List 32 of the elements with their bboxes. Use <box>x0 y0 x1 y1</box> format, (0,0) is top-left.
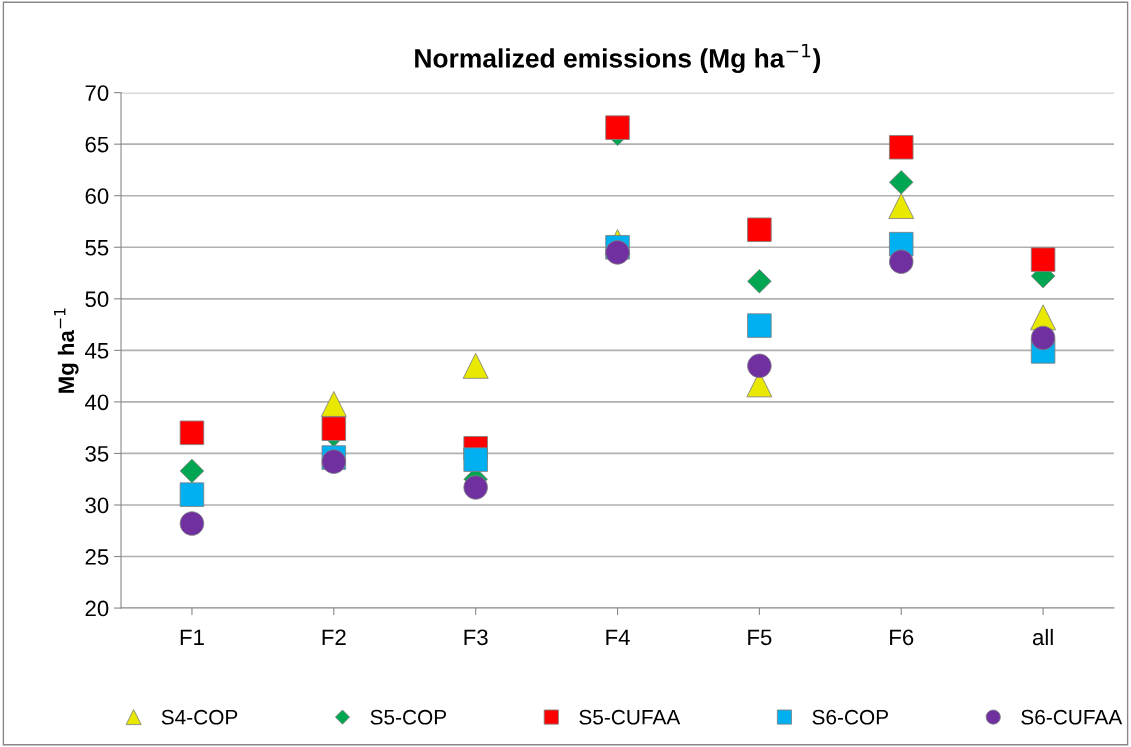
y-tick-label: 70 <box>85 85 109 101</box>
y-tick-label: 20 <box>85 600 109 617</box>
point <box>889 170 914 195</box>
legend-label: S5-CUFAA <box>579 709 681 725</box>
y-tick-label: 35 <box>85 445 109 462</box>
legend-label: S5-COP <box>370 709 447 725</box>
legend-label: S4-COP <box>161 709 238 725</box>
point <box>179 511 205 536</box>
x-tick-label: F1 <box>180 629 204 645</box>
x-tick-label: all <box>1032 628 1053 646</box>
y-tick-label: 25 <box>85 549 109 565</box>
y-tick-label: 45 <box>85 343 109 359</box>
y-tick-label: 55 <box>85 240 109 256</box>
point <box>747 269 772 294</box>
point <box>1030 247 1056 272</box>
y-tick-label: 40 <box>85 394 109 411</box>
y-tick-label: 50 <box>85 291 109 308</box>
x-tick-label: F6 <box>890 629 914 646</box>
x-tick-label: F4 <box>606 629 630 645</box>
x-tick-label: F5 <box>748 629 772 646</box>
x-tick-label: F3 <box>464 629 488 646</box>
y-tick-label: 60 <box>85 188 109 204</box>
legend-label: S6-COP <box>812 709 888 725</box>
legend-label: S6-CUFAA <box>1021 709 1123 725</box>
y-axis-title: Mg ha$^{−1}$ <box>54 308 79 393</box>
point <box>321 416 347 441</box>
point <box>747 217 772 242</box>
y-tick-label: 65 <box>85 136 109 153</box>
point <box>1030 325 1056 351</box>
x-tick-label: F2 <box>322 629 346 645</box>
chart-title: Normalized emissions (Mg ha$^{−1}$) <box>415 43 821 74</box>
y-tick-label: 30 <box>85 497 109 514</box>
